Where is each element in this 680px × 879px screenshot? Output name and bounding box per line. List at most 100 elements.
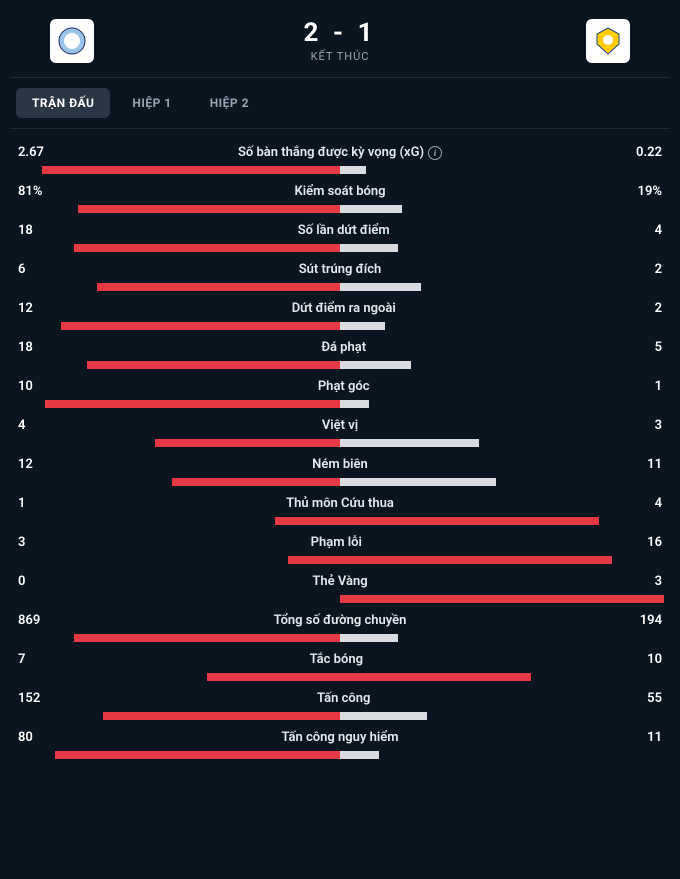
stat-bar-away: [340, 673, 531, 681]
stat-label: Thủ môn Cứu thua: [25, 496, 654, 511]
tab-0[interactable]: TRẬN ĐẤU: [16, 88, 110, 118]
match-score: 2 - 1: [303, 18, 376, 48]
stat-bar-home: [275, 517, 340, 525]
stat-home-value: 12: [18, 301, 33, 316]
stat-header: 869Tổng số đường chuyền194: [16, 613, 664, 628]
stat-bar: [16, 517, 664, 525]
stat-home-value: 10: [18, 379, 33, 394]
stat-bar: [16, 166, 664, 174]
stat-header: 10Phạt góc1: [16, 379, 664, 394]
stat-bar: [16, 244, 664, 252]
tabs-bar: TRẬN ĐẤUHIỆP 1HIỆP 2: [10, 77, 670, 129]
stat-header: 152Tấn công55: [16, 691, 664, 706]
stat-home-value: 2.67: [18, 145, 44, 160]
stat-bar-home: [155, 439, 340, 447]
stat-bar-home: [288, 556, 340, 564]
stat-header: 12Dứt điểm ra ngoài2: [16, 301, 664, 316]
stat-bar-home: [103, 712, 340, 720]
stat-home-value: 152: [18, 691, 40, 706]
stat-away-value: 194: [640, 613, 662, 628]
stat-row: 18Số lần dứt điểm4: [16, 217, 664, 256]
stat-label: Thẻ Vàng: [25, 574, 654, 589]
stat-home-value: 80: [18, 730, 33, 745]
stat-home-value: 18: [18, 340, 33, 355]
stat-label: Tấn công: [40, 691, 647, 706]
stat-row: 10Phạt góc1: [16, 373, 664, 412]
stat-away-value: 2: [655, 262, 662, 277]
stat-header: 18Đá phạt5: [16, 340, 664, 355]
stat-label: Ném biên: [33, 457, 647, 472]
stat-row: 4Việt vị3: [16, 412, 664, 451]
stat-bar: [16, 322, 664, 330]
tab-1[interactable]: HIỆP 1: [116, 88, 187, 118]
stat-label: Tắc bóng: [25, 652, 647, 667]
stat-row: 2.67Số bàn thắng được kỳ vọng (xG)i0.22: [16, 139, 664, 178]
tab-2[interactable]: HIỆP 2: [194, 88, 265, 118]
away-team-logo: [586, 19, 630, 63]
stat-label: Số bàn thắng được kỳ vọng (xG)i: [44, 145, 636, 160]
stat-header: 18Số lần dứt điểm4: [16, 223, 664, 238]
stat-bar-away: [340, 283, 421, 291]
stat-away-value: 16: [647, 535, 662, 550]
stat-bar-home: [172, 478, 340, 486]
match-header: 2 - 1 KẾT THÚC: [10, 10, 670, 77]
stat-label: Số lần dứt điểm: [33, 223, 655, 238]
stat-row: 869Tổng số đường chuyền194: [16, 607, 664, 646]
stat-home-value: 4: [18, 418, 25, 433]
stat-bar-away: [340, 166, 366, 174]
stat-bar-away: [340, 751, 379, 759]
stat-bar-home: [42, 166, 340, 174]
stat-bar-home: [97, 283, 340, 291]
info-icon[interactable]: i: [428, 146, 442, 160]
stat-bar-away: [340, 361, 411, 369]
stat-home-value: 1: [18, 496, 25, 511]
stat-bar-home: [78, 205, 340, 213]
stat-away-value: 3: [655, 574, 662, 589]
stat-bar-away: [340, 595, 664, 603]
stat-bar-away: [340, 439, 479, 447]
stat-header: 7Tắc bóng10: [16, 652, 664, 667]
stat-header: 2.67Số bàn thắng được kỳ vọng (xG)i0.22: [16, 145, 664, 160]
stat-bar-home: [61, 322, 340, 330]
stat-row: 18Đá phạt5: [16, 334, 664, 373]
stat-away-value: 2: [655, 301, 662, 316]
stat-away-value: 4: [655, 496, 662, 511]
stat-away-value: 19%: [638, 184, 662, 199]
stat-bar-home: [207, 673, 340, 681]
stat-away-value: 11: [647, 730, 662, 745]
stat-bar: [16, 634, 664, 642]
stat-home-value: 0: [18, 574, 25, 589]
stat-header: 81%Kiểm soát bóng19%: [16, 184, 664, 199]
stat-bar-away: [340, 322, 385, 330]
stat-header: 6Sút trúng đích2: [16, 262, 664, 277]
home-team-logo: [50, 19, 94, 63]
stat-bar: [16, 673, 664, 681]
stat-bar: [16, 361, 664, 369]
stat-bar: [16, 595, 664, 603]
stat-bar: [16, 205, 664, 213]
stat-bar-away: [340, 517, 599, 525]
stat-row: 152Tấn công55: [16, 685, 664, 724]
stat-row: 12Dứt điểm ra ngoài2: [16, 295, 664, 334]
stat-bar-away: [340, 244, 398, 252]
stat-header: 0Thẻ Vàng3: [16, 574, 664, 589]
stat-home-value: 18: [18, 223, 33, 238]
stat-bar: [16, 439, 664, 447]
stat-header: 80Tấn công nguy hiểm11: [16, 730, 664, 745]
stat-header: 3Phạm lỗi16: [16, 535, 664, 550]
stat-bar: [16, 478, 664, 486]
stat-home-value: 3: [18, 535, 25, 550]
stat-home-value: 7: [18, 652, 25, 667]
stat-bar: [16, 283, 664, 291]
stat-bar-home: [87, 361, 340, 369]
stat-row: 0Thẻ Vàng3: [16, 568, 664, 607]
stat-bar-away: [340, 400, 369, 408]
stat-bar-away: [340, 205, 402, 213]
stat-label: Việt vị: [25, 418, 654, 433]
stat-bar-away: [340, 556, 612, 564]
stat-bar: [16, 712, 664, 720]
stat-label: Kiểm soát bóng: [42, 184, 637, 199]
stat-header: 12Ném biên11: [16, 457, 664, 472]
stat-away-value: 55: [647, 691, 662, 706]
stat-away-value: 11: [647, 457, 662, 472]
